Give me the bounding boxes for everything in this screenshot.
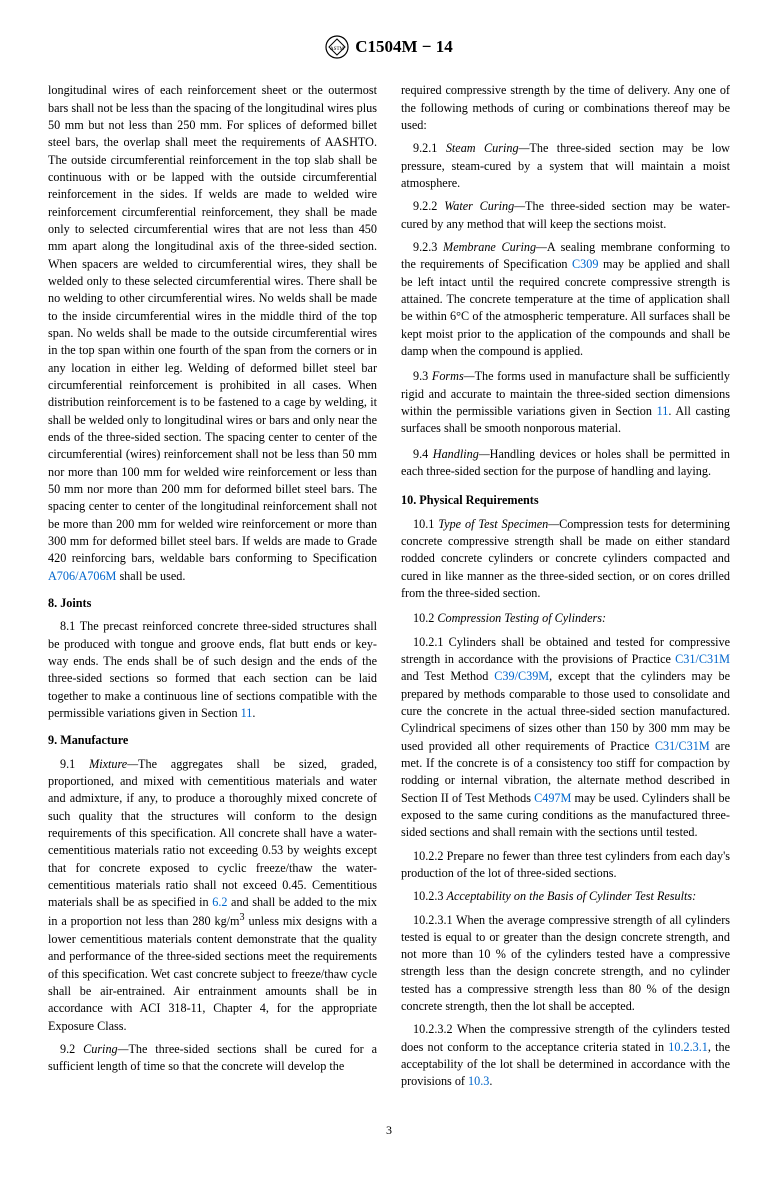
para-10-2: 10.2 Compression Testing of Cylinders: [401,610,730,627]
section-8-heading: 8. Joints [48,595,377,612]
link-6-2[interactable]: 6.2 [212,895,227,909]
link-c497m[interactable]: C497M [534,791,571,805]
link-10-3[interactable]: 10.3 [468,1074,489,1088]
section-9-heading: 9. Manufacture [48,732,377,749]
astm-logo: ASTM [325,35,349,59]
para-10-2-3-1: 10.2.3.1 When the average compressive st… [401,912,730,1016]
link-a706[interactable]: A706/A706M [48,569,116,583]
link-c31-b[interactable]: C31/C31M [655,739,710,753]
page-number: 3 [48,1122,730,1139]
para-9-3: 9.3 Forms—The forms used in manufacture … [401,368,730,437]
content-columns: longitudinal wires of each reinforcement… [48,82,730,1096]
link-10-2-3-1[interactable]: 10.2.3.1 [668,1040,708,1054]
link-section-11-b[interactable]: 11 [657,404,669,418]
para-10-1: 10.1 Type of Test Specimen—Compression t… [401,516,730,603]
link-c31-a[interactable]: C31/C31M [675,652,730,666]
link-section-11[interactable]: 11 [241,706,253,720]
para-continuing: longitudinal wires of each reinforcement… [48,82,377,585]
link-c309[interactable]: C309 [572,257,598,271]
para-10-2-3-2: 10.2.3.2 When the compressive strength o… [401,1021,730,1090]
para-9-2-cont: required compressive strength by the tim… [401,82,730,134]
para-10-2-2: 10.2.2 Prepare no fewer than three test … [401,848,730,883]
para-9-4: 9.4 Handling—Handling devices or holes s… [401,446,730,481]
link-c39[interactable]: C39/C39M [494,669,549,683]
para-9-2-1: 9.2.1 Steam Curing—The three-sided secti… [401,140,730,192]
para-10-2-3: 10.2.3 Acceptability on the Basis of Cyl… [401,888,730,905]
para-10-2-1: 10.2.1 Cylinders shall be obtained and t… [401,634,730,842]
svg-text:ASTM: ASTM [330,47,344,52]
para-9-1: 9.1 Mixture—The aggregates shall be size… [48,756,377,1035]
para-9-2-3: 9.2.3 Membrane Curing—A sealing membrane… [401,239,730,360]
page-header: ASTM C1504M − 14 [48,35,730,64]
para-9-2-2: 9.2.2 Water Curing—The three-sided secti… [401,198,730,233]
section-10-heading: 10. Physical Requirements [401,492,730,509]
para-9-2: 9.2 Curing—The three-sided sections shal… [48,1041,377,1076]
para-8-1: 8.1 The precast reinforced concrete thre… [48,618,377,722]
document-code: C1504M − 14 [355,35,453,59]
